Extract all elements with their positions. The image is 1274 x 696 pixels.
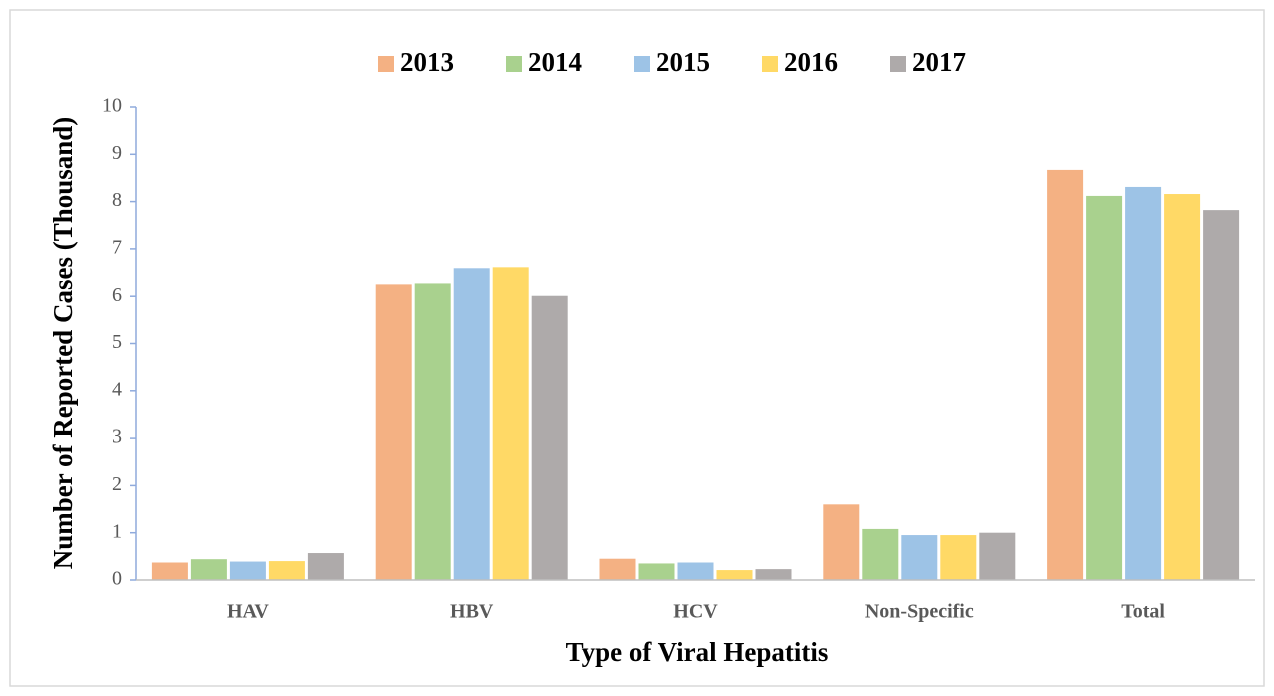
- legend-swatch: [634, 56, 650, 72]
- legend-swatch: [762, 56, 778, 72]
- bar: [229, 561, 266, 580]
- y-tick-label: 4: [112, 378, 122, 400]
- legend-label: 2013: [400, 47, 454, 77]
- legend-label: 2014: [528, 47, 582, 77]
- y-axis-title: Number of Reported Cases (Thousand): [48, 117, 78, 570]
- legend-swatch: [378, 56, 394, 72]
- y-tick-label: 10: [102, 95, 122, 117]
- legend-swatch: [890, 56, 906, 72]
- legend-label: 2015: [656, 47, 710, 77]
- bar: [492, 267, 529, 580]
- bar: [190, 559, 227, 580]
- y-tick-label: 6: [112, 284, 122, 306]
- bar: [1047, 169, 1084, 580]
- bar: [375, 284, 412, 580]
- x-tick-label: Non-Specific: [865, 601, 974, 623]
- x-tick-label: Total: [1121, 601, 1165, 623]
- bar: [453, 268, 490, 580]
- x-tick-label: HBV: [450, 601, 494, 623]
- legend-label: 2017: [912, 47, 966, 77]
- y-tick-label: 1: [112, 520, 122, 542]
- bar: [716, 570, 753, 580]
- x-tick-label: HCV: [673, 601, 718, 623]
- bar: [1164, 194, 1201, 581]
- bar: [901, 535, 938, 580]
- bar: [268, 561, 305, 580]
- bar: [599, 558, 636, 580]
- bar: [414, 283, 451, 580]
- bar: [979, 532, 1016, 580]
- bar: [677, 562, 714, 580]
- y-tick-label: 2: [112, 473, 122, 495]
- bar: [151, 562, 188, 580]
- legend-label: 2016: [784, 47, 838, 77]
- bar: [1125, 186, 1162, 580]
- bar: [1203, 210, 1240, 580]
- y-tick-label: 8: [112, 189, 122, 211]
- y-tick-label: 0: [112, 568, 122, 590]
- legend-swatch: [506, 56, 522, 72]
- bar: [531, 295, 568, 580]
- bar: [638, 563, 675, 580]
- bar: [940, 535, 977, 580]
- bar: [823, 504, 860, 580]
- y-tick-label: 5: [112, 331, 122, 353]
- y-tick-label: 3: [112, 426, 122, 448]
- y-tick-label: 9: [112, 142, 122, 164]
- x-axis-title: Type of Viral Hepatitis: [566, 637, 829, 667]
- y-tick-label: 7: [112, 236, 122, 258]
- x-tick-label: HAV: [227, 601, 269, 623]
- bar: [755, 569, 792, 580]
- bar: [307, 553, 344, 580]
- bar: [862, 528, 899, 580]
- bar: [1086, 195, 1123, 580]
